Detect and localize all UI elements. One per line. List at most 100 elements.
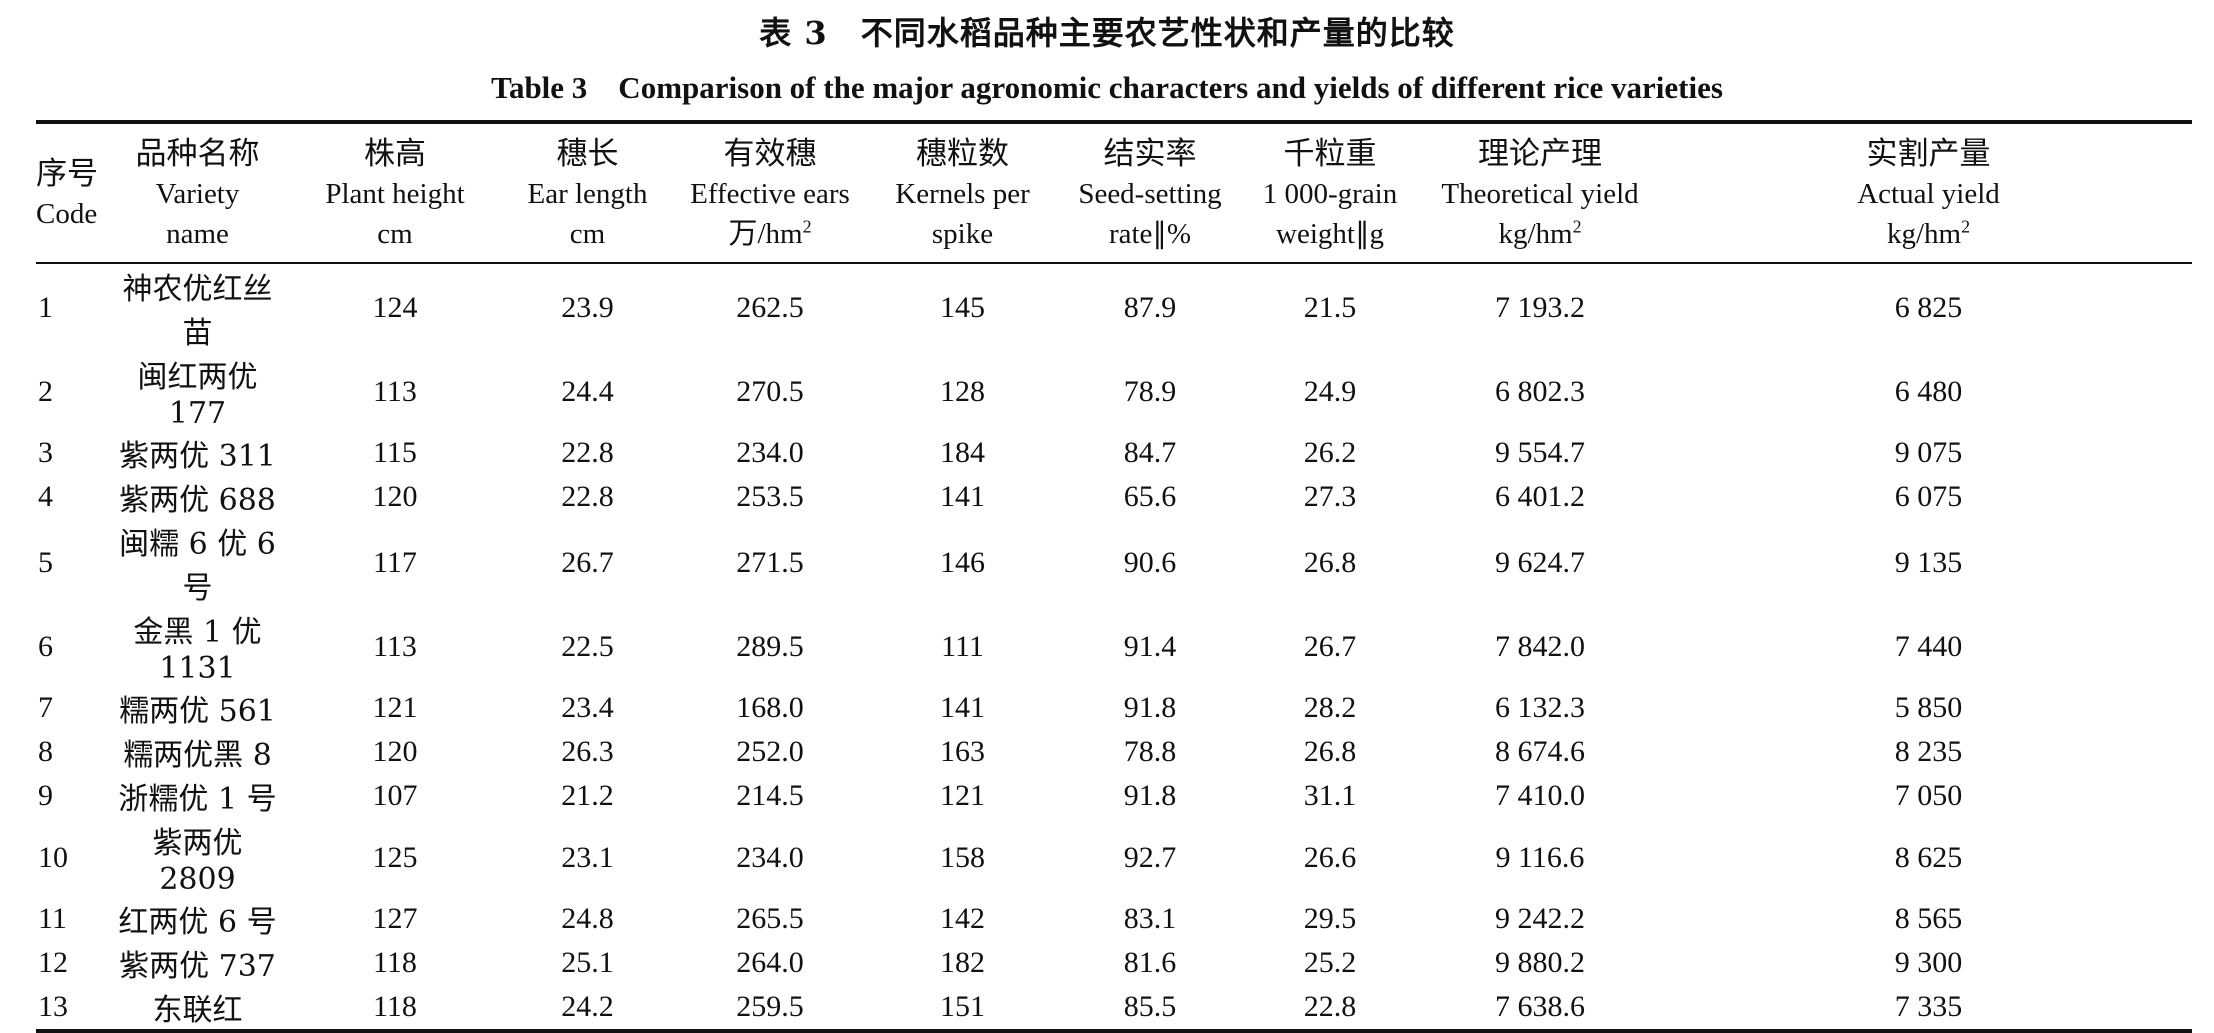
column-header-english: spike [931, 218, 994, 250]
table-cell: 9 554.7 [1495, 436, 1585, 469]
column-header-unit: 万/hm2 [670, 214, 870, 254]
table-cell: 22.8 [561, 436, 614, 469]
column-header-english: Kernels per [895, 178, 1030, 210]
table-cell: 10 [38, 840, 68, 874]
table-cell: 87.9 [1123, 291, 1177, 324]
table-cell: 12 [38, 946, 68, 979]
table-row: 5 闽糯 6 优 6 号 117 26.7 271.5 146 90.6 26.8 9 624.… [36, 519, 2192, 607]
table-cell: 糯两优 561 [119, 694, 276, 729]
table-cell: 闽红两优 177 [137, 360, 258, 431]
table-cell: 128 [940, 374, 985, 408]
column-header-english: Variety [155, 178, 240, 210]
table-cell: 289.5 [736, 629, 804, 663]
column-header-english: Effective ears [690, 178, 850, 210]
table-cell: 118 [285, 985, 505, 1033]
page: 表 3 不同水稻品种主要农艺性状和产量的比较 Table 3 Compariso… [36, 14, 2192, 1033]
column-header-english: kg/hm [1498, 218, 1573, 250]
column-header-english: cm [377, 218, 413, 250]
column-header: 株高 Plant height cm [285, 120, 505, 264]
column-header-chinese: 穗粒数 [916, 136, 1009, 172]
table-cell: 22.5 [561, 629, 614, 663]
table-cell: 163 [940, 735, 985, 768]
column-header-chinese: 实割产量 [1866, 136, 1991, 172]
table-cell: 184 [940, 436, 985, 469]
table-row: 13 东联红 118 24.2 259.5 151 85.5 22.8 7 638.6 7 335 [36, 985, 2192, 1033]
table-cell: 11 [38, 902, 67, 935]
table-cell: 神农优红丝苗 [122, 272, 273, 351]
table-cell: 78.8 [1123, 735, 1177, 768]
column-header: 序号 Code [36, 120, 110, 264]
table-cell: 1 [38, 291, 53, 324]
column-header-english: 万/hm [728, 218, 803, 250]
table-cell: 120 [372, 735, 418, 768]
table-cell: 7 842.0 [1495, 629, 1585, 663]
column-header-chinese: 株高 [364, 136, 426, 172]
table-cell: 5 [38, 546, 53, 579]
table-row: 1 神农优红丝苗 124 23.9 262.5 145 87.9 21.5 7 193.2 6 8… [36, 263, 2192, 352]
column-header-english: weight∥g [1276, 218, 1384, 250]
table-cell: 141 [940, 691, 985, 724]
column-header-unit: kg/hm2 [1415, 214, 1665, 254]
table-cell: 6 825 [1894, 291, 1963, 324]
column-header-english: Actual yield [1857, 178, 2000, 210]
table-row: 3 紫两优 311 115 22.8 234.0 184 84.7 26.2 9 554.7 9 … [36, 431, 2192, 475]
table-cell: 7 [38, 691, 53, 724]
column-header-chinese: 千粒重 [1283, 136, 1377, 172]
table-cell: 27.3 [1303, 480, 1357, 513]
table-cell: 91.8 [1123, 779, 1177, 812]
column-header-chinese: 有效穗 [723, 136, 817, 172]
table-cell: 8 [38, 735, 53, 768]
table-cell: 25.2 [1303, 946, 1357, 979]
table-body: 1 神农优红丝苗 124 23.9 262.5 145 87.9 21.5 7 193.2 6 8… [36, 263, 2192, 1033]
table-cell: 5 850 [1894, 691, 1963, 724]
unit-superscript: 2 [802, 216, 812, 237]
table-cell: 21.2 [561, 779, 614, 812]
table-cell: 92.7 [1123, 840, 1177, 874]
table-cell: 7 410.0 [1495, 779, 1585, 812]
table-cell: 浙糯优 1 号 [118, 782, 277, 817]
table-cell: 21.5 [1303, 291, 1357, 324]
table-cell: 127 [372, 902, 418, 935]
table-cell: 25.1 [561, 946, 614, 979]
column-header-english: cm [569, 218, 606, 250]
table-cell: 31.1 [1303, 779, 1357, 812]
table-cell: 107 [372, 779, 418, 812]
table-row: 11 红两优 6 号 127 24.8 265.5 142 83.1 29.5 9 242.2 8… [36, 897, 2192, 941]
table-cell: 26.8 [1303, 546, 1357, 579]
table-cell: 6 480 [1894, 374, 1963, 408]
column-header: 穗长 Ear length cm [505, 120, 670, 264]
table-cell: 6 [38, 629, 53, 663]
column-header-english: Code [36, 198, 98, 230]
table-cell: 113 [373, 374, 417, 408]
column-header: 理论产理 Theoretical yield kg/hm2 [1415, 120, 1665, 264]
table-title-chinese: 表 3 不同水稻品种主要农艺性状和产量的比较 [759, 14, 1455, 52]
table-cell: 22.8 [561, 480, 614, 513]
table-row: 6 金黑 1 优 1131 113 22.5 289.5 111 91.4 26.7 7 842… [36, 607, 2192, 686]
table-cell: 9 624.7 [1495, 546, 1585, 579]
table-cell: 158 [940, 840, 985, 874]
table-cell: 8 565 [1894, 902, 1963, 935]
table-cell: 253.5 [736, 480, 804, 513]
table-cell: 234.0 [736, 436, 804, 469]
table-cell: 糯两优黑 8 [123, 738, 272, 773]
table-cell: 26.7 [1303, 629, 1357, 663]
table-cell: 7 638.6 [1415, 985, 1665, 1033]
table-cell: 91.4 [1123, 629, 1177, 663]
table-cell: 6 075 [1894, 480, 1963, 513]
column-header-chinese: 结实率 [1103, 136, 1197, 172]
table-cell: 闽糯 6 优 6 号 [119, 527, 276, 606]
table-cell: 24.9 [1303, 374, 1357, 408]
table-cell: 6 401.2 [1495, 480, 1585, 513]
column-header-english: Seed-setting [1078, 178, 1222, 210]
table-cell: 紫两优 311 [119, 439, 276, 474]
table-cell: 22.8 [1245, 985, 1415, 1033]
table-cell: 145 [940, 291, 985, 324]
table-cell: 6 802.3 [1495, 374, 1585, 408]
table-cell: 9 880.2 [1495, 946, 1585, 979]
table-cell: 124 [372, 291, 418, 324]
table-title-english: Table 3 Comparison of the major agronomi… [491, 70, 1723, 105]
table-cell: 65.6 [1123, 480, 1177, 513]
column-header-chinese: 品种名称 [135, 136, 260, 172]
column-header: 千粒重 1 000-grain weight∥g [1245, 120, 1415, 264]
table-cell: 23.1 [561, 840, 614, 874]
